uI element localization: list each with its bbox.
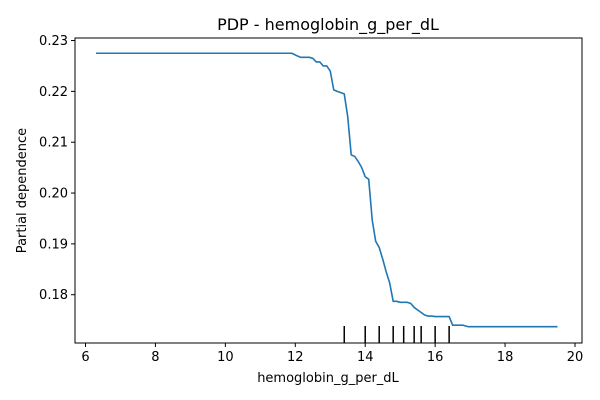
y-tick-label: 0.23 — [39, 34, 68, 49]
x-tick-label: 14 — [357, 350, 374, 365]
x-tick-label: 16 — [427, 350, 444, 365]
y-axis-label: Partial dependence — [15, 128, 30, 253]
x-tick-label: 18 — [497, 350, 514, 365]
y-tick-label: 0.19 — [39, 237, 68, 252]
x-tick-label: 12 — [287, 350, 304, 365]
y-tick-label: 0.22 — [39, 85, 68, 100]
x-tick-label: 6 — [81, 350, 89, 365]
plot-area — [95, 52, 558, 343]
y-tick-label: 0.20 — [39, 187, 68, 202]
x-tick-label: 10 — [217, 350, 234, 365]
x-axis-label: hemoglobin_g_per_dL — [257, 371, 399, 386]
chart-title: PDP - hemoglobin_g_per_dL — [217, 15, 439, 35]
plot-frame — [74, 37, 583, 344]
series-line — [95, 52, 558, 328]
x-tick-label: 20 — [567, 350, 584, 365]
y-tick-label: 0.21 — [39, 136, 68, 151]
x-tick-label: 8 — [151, 350, 159, 365]
x-axis: 6 8 10 12 14 16 18 20 — [81, 343, 583, 365]
y-axis: 0.18 0.19 0.20 0.21 0.22 0.23 — [39, 34, 75, 303]
y-tick-label: 0.18 — [39, 288, 68, 303]
